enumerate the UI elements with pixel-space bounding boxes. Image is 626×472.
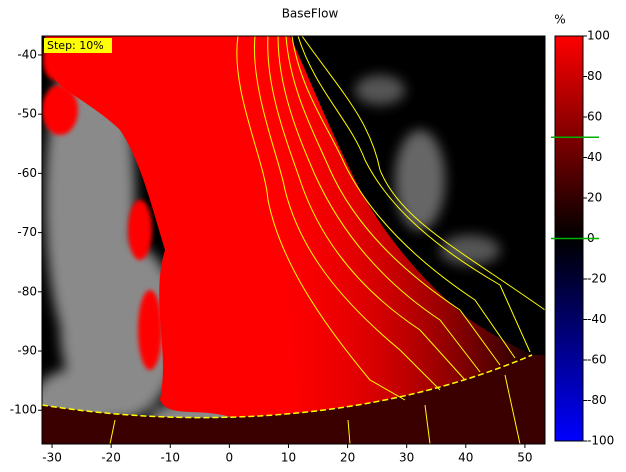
colorbar-label: % [554, 13, 565, 27]
y-tick-label: -50 [17, 107, 37, 121]
y-tick-label: -70 [17, 225, 37, 239]
colorbar-tick-label: -20 [587, 272, 607, 286]
colorbar-tick-label: -40 [587, 312, 607, 326]
annotation: Step: 10% [47, 39, 104, 52]
colorbar-tick-label: 20 [587, 191, 602, 205]
x-tick-label: 50 [517, 451, 532, 465]
colorbar-tick-label: -60 [587, 353, 607, 367]
x-tick-label: -20 [101, 451, 121, 465]
y-tick-label: -100 [10, 403, 37, 417]
x-tick-label: 10 [281, 451, 296, 465]
x-tick-label: 0 [226, 451, 234, 465]
y-tick-label: -40 [17, 47, 37, 61]
y-tick-label: -60 [17, 166, 37, 180]
y-tick-label: -90 [17, 344, 37, 358]
colorbar-tick-label: 100 [587, 29, 610, 43]
x-tick-label: 30 [399, 451, 414, 465]
x-tick-label: -30 [42, 451, 62, 465]
colorbar-tick-label: 40 [587, 150, 602, 164]
colorbar-tick-label: -80 [587, 393, 607, 407]
plot-frame [41, 35, 546, 445]
chart-title: BaseFlow [282, 7, 339, 21]
y-tick-label: -80 [17, 284, 37, 298]
colorbar-tick-label: -100 [587, 434, 614, 448]
colorbar-tick-label: 80 [587, 69, 602, 83]
x-tick-label: 20 [340, 451, 355, 465]
x-tick-label: 40 [458, 451, 473, 465]
colorbar-tick-label: 60 [587, 110, 602, 124]
image: Step: 10% [42, 36, 545, 444]
x-tick-label: -10 [160, 451, 180, 465]
